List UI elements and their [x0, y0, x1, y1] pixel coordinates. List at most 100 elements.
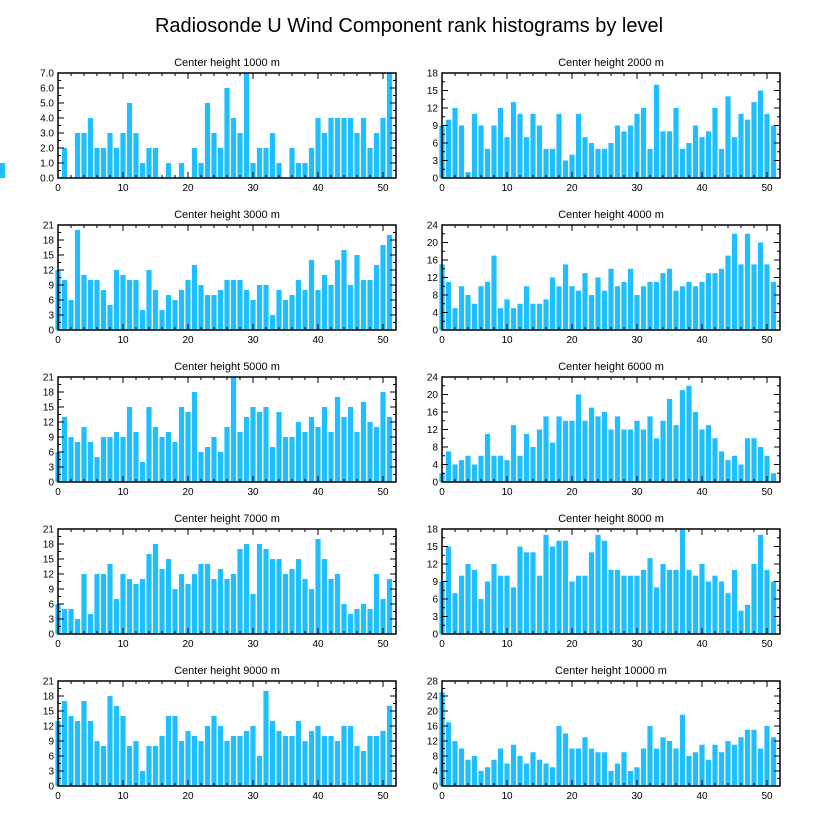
histogram-bar [269, 721, 276, 786]
histogram-bar [152, 148, 159, 178]
histogram-bar [256, 544, 263, 634]
histogram-bar [120, 574, 126, 634]
histogram-bar [621, 575, 627, 634]
y-tick-label: 24 [427, 692, 439, 703]
histogram-bar [321, 275, 328, 330]
histogram-bar [87, 614, 94, 634]
histogram-bar [497, 455, 504, 482]
y-tick-label: 20 [427, 238, 439, 249]
histogram-bar [712, 575, 718, 634]
histogram-bar [217, 290, 224, 330]
histogram-bar [634, 113, 640, 178]
histogram-bar [256, 148, 263, 178]
histogram-bar [347, 118, 354, 178]
histogram-bar [204, 564, 211, 634]
histogram-bar [380, 731, 386, 786]
y-tick-label: 16 [427, 408, 439, 419]
histogram-bar [250, 163, 256, 178]
histogram-bar [328, 118, 334, 178]
histogram-bar [146, 407, 152, 482]
histogram-bar [354, 609, 360, 634]
y-tick-label: 0 [432, 174, 438, 185]
histogram-bar [530, 552, 536, 634]
histogram-bar [68, 609, 74, 634]
histogram-bar [582, 137, 588, 178]
histogram-bar [614, 569, 621, 634]
histogram-bar [87, 280, 94, 330]
histogram-bar [230, 118, 237, 178]
histogram-bar [666, 569, 673, 634]
histogram-bar [484, 281, 491, 331]
histogram-bar [217, 726, 224, 786]
x-tick-label: 40 [312, 487, 324, 498]
histogram-bar [126, 407, 133, 482]
histogram-panel-6: Center height 6000 m 0 4 8 12 16 20 24 0 10 20 30 40… [427, 361, 781, 498]
histogram-bar [588, 552, 595, 634]
histogram-bar [549, 546, 556, 634]
x-tick-label: 10 [501, 487, 513, 498]
histogram-bar [673, 748, 679, 786]
y-tick-label: 21 [43, 373, 55, 384]
histogram-bar [751, 438, 757, 482]
y-tick-label: 20 [427, 390, 439, 401]
histogram-bar [230, 574, 237, 634]
panel-title: Center height 10000 m [555, 665, 667, 677]
histogram-bar [608, 143, 614, 178]
y-tick-label: 12 [427, 104, 439, 115]
histogram-bar [100, 148, 107, 178]
histogram-bar [74, 133, 81, 178]
histogram-bar [152, 746, 159, 786]
x-tick-label: 0 [55, 791, 61, 802]
y-tick-label: 3 [48, 615, 54, 626]
x-tick-label: 0 [55, 183, 61, 194]
histogram-panel-3: Center height 3000 m 0 3 6 9 12 15 18 21 0 10 20 30 4… [43, 209, 397, 346]
histogram-bar [269, 315, 276, 330]
histogram-bar [614, 416, 621, 483]
histogram-bar [627, 429, 634, 482]
histogram-bar [172, 442, 178, 482]
histogram-bar [334, 574, 341, 634]
histogram-bar [217, 148, 224, 178]
histogram-bar [471, 569, 478, 634]
histogram-bar [679, 148, 686, 178]
histogram-bar [517, 756, 523, 786]
y-tick-label: 6 [48, 752, 54, 763]
histogram-bar [237, 280, 243, 330]
histogram-bar [100, 290, 107, 330]
y-tick-label: 0 [432, 782, 438, 793]
x-tick-label: 50 [377, 183, 389, 194]
histogram-bar [510, 102, 517, 178]
histogram-bar [510, 744, 517, 786]
histogram-bar [497, 748, 504, 786]
histogram-bar [328, 579, 334, 634]
histogram-bar [198, 741, 204, 786]
histogram-bar [744, 604, 751, 634]
y-tick-label: 28 [427, 677, 439, 688]
y-tick-label: 7.0 [40, 69, 54, 80]
x-tick-label: 40 [696, 791, 708, 802]
y-tick-label: 4.0 [40, 114, 54, 125]
histogram-bar [634, 575, 640, 634]
histogram-bar [562, 160, 569, 178]
histogram-bar [705, 581, 712, 634]
y-tick-label: 0 [48, 478, 54, 489]
x-tick-label: 0 [439, 335, 445, 346]
histogram-bar [504, 137, 510, 178]
x-tick-label: 0 [439, 487, 445, 498]
histogram-bar [705, 759, 712, 786]
x-tick-label: 30 [247, 791, 259, 802]
histogram-bar [445, 722, 452, 786]
histogram-bar [74, 721, 81, 786]
x-tick-label: 30 [247, 183, 259, 194]
histogram-bar [523, 552, 530, 634]
x-tick-label: 10 [117, 335, 129, 346]
histogram-bar [582, 420, 588, 482]
histogram-bar [543, 416, 549, 483]
histogram-bar [478, 286, 484, 330]
histogram-bar [614, 763, 621, 786]
histogram-bar [237, 549, 243, 634]
histogram-bar [731, 569, 738, 634]
histogram-bar [679, 714, 686, 786]
histogram-bar [94, 741, 100, 786]
histogram-bar [757, 447, 764, 482]
